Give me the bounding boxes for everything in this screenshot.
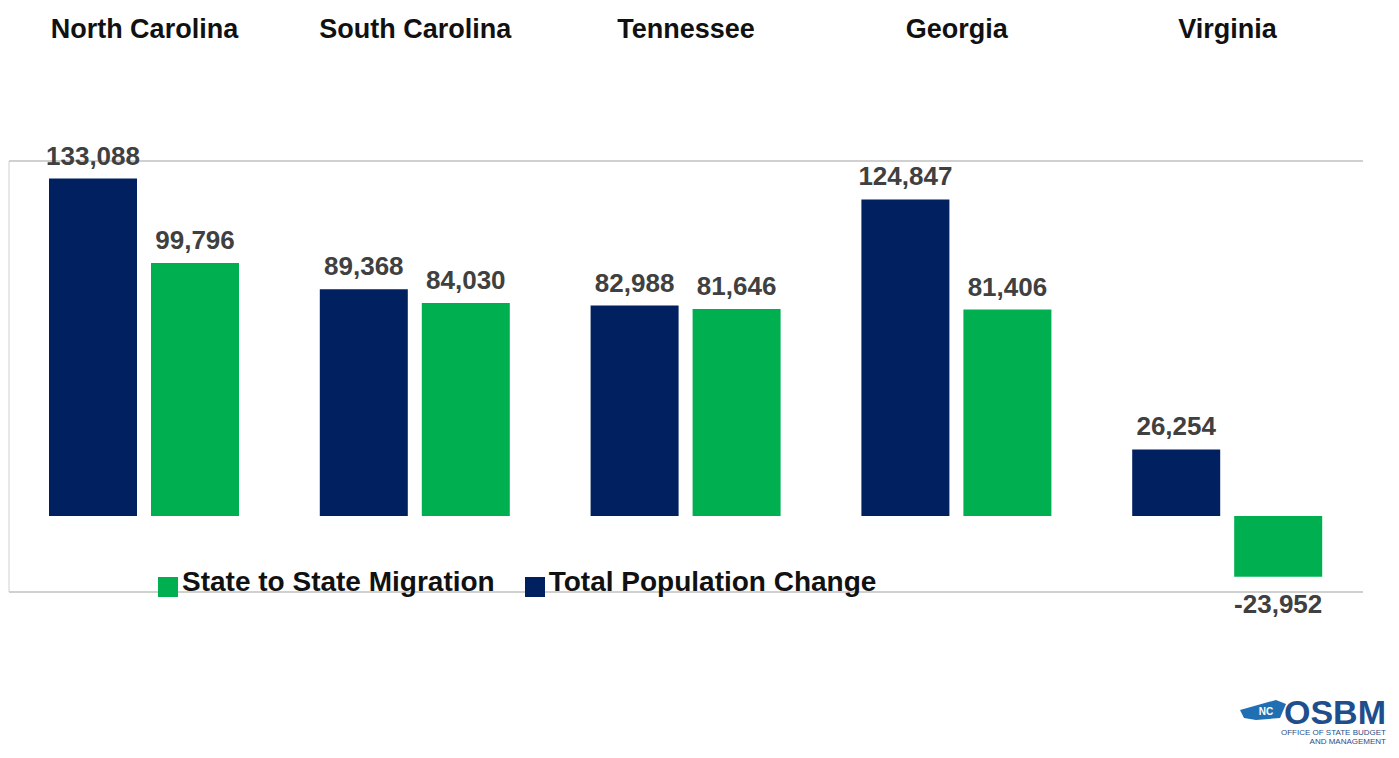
svg-text:OSBM: OSBM [1284,693,1386,731]
svg-text:OFFICE OF STATE BUDGET: OFFICE OF STATE BUDGET [1281,728,1386,737]
svg-text:South Carolina: South Carolina [319,14,512,44]
svg-text:81,646: 81,646 [697,271,777,301]
svg-text:81,406: 81,406 [968,272,1048,302]
svg-text:North Carolina: North Carolina [51,14,239,44]
svg-text:Georgia: Georgia [906,14,1009,44]
svg-text:124,847: 124,847 [858,161,952,191]
svg-text:84,030: 84,030 [426,265,506,295]
svg-text:82,988: 82,988 [595,268,675,298]
html-text:Total Population Change: Total Population Change [548,566,877,597]
svg-text:99,796: 99,796 [155,225,235,255]
svg-text:133,088: 133,088 [46,141,140,171]
svg-text:-23,952: -23,952 [1234,589,1322,619]
svg-text:Virginia: Virginia [1178,14,1278,44]
svg-text:89,368: 89,368 [324,251,404,281]
svg-text:NC: NC [1259,706,1273,717]
html-text:State to State Migration: State to State Migration [182,566,495,597]
svg-text:Tennessee: Tennessee [617,14,755,44]
svg-text:26,254: 26,254 [1136,411,1216,441]
svg-text:AND MANAGEMENT: AND MANAGEMENT [1310,737,1387,746]
